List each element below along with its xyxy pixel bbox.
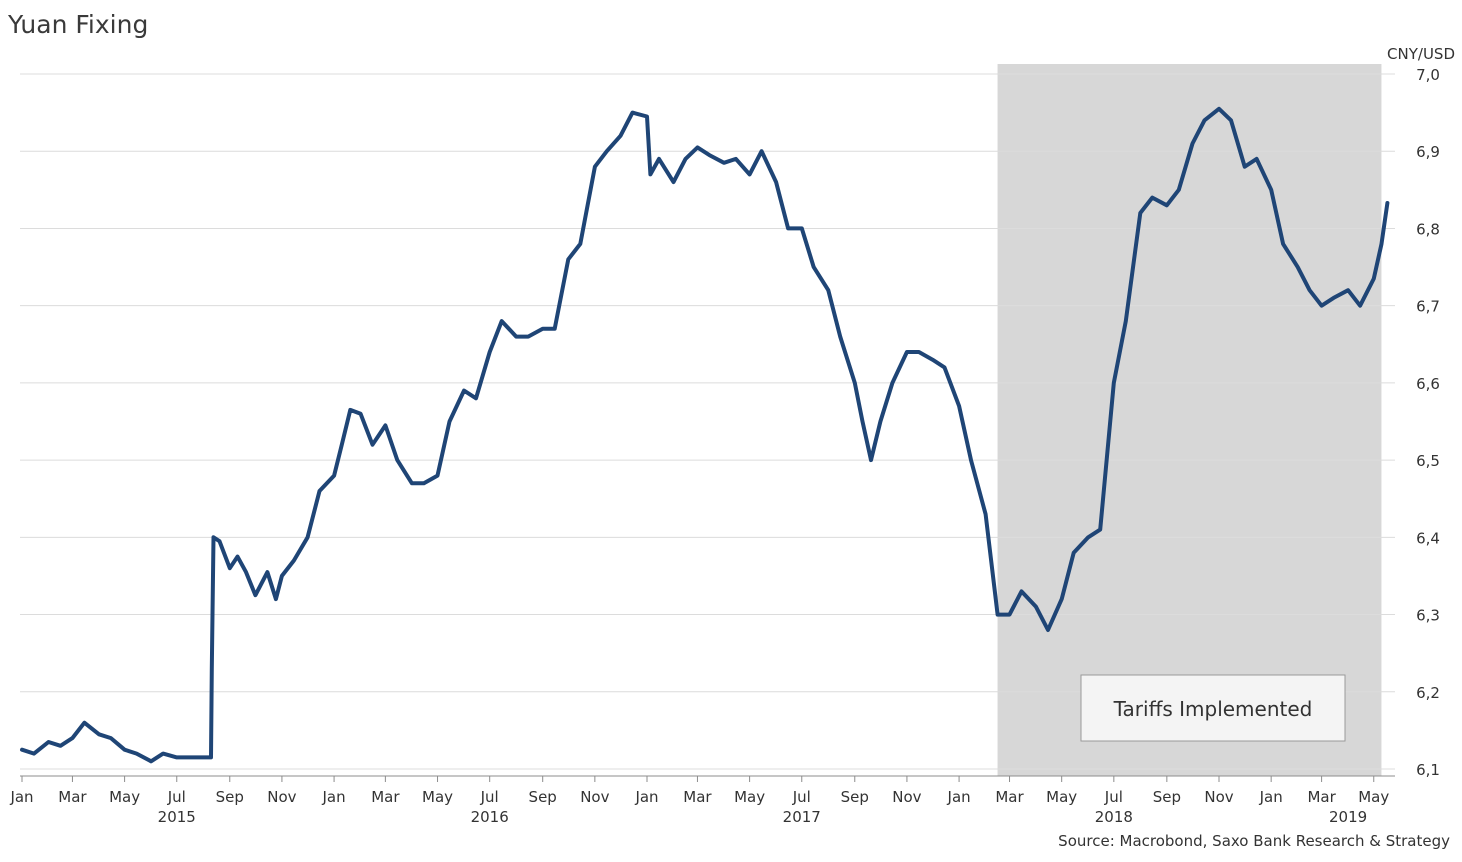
y-tick-label: 6,6 [1416, 375, 1440, 393]
gridlines [20, 73, 1395, 770]
y-tick-label: 6,4 [1416, 529, 1440, 547]
x-tick-label: Jan [1259, 788, 1283, 806]
y-tick-label: 6,3 [1416, 607, 1440, 625]
x-tick-label: Jul [1104, 788, 1123, 806]
x-tick-label: Jan [322, 788, 346, 806]
chart-title: Yuan Fixing [8, 10, 149, 39]
x-axis-ticks: Jan Mar May Jul Sep Nov Jan Mar May Jul Sep Nov Jan M… [9, 776, 1389, 826]
x-year-label: 2016 [471, 808, 509, 826]
y-tick-label: 6,1 [1416, 761, 1440, 779]
x-tick-label: May [109, 788, 140, 806]
x-tick-label: Nov [267, 788, 296, 806]
y-tick-label: 6,9 [1416, 143, 1440, 161]
y-axis-unit-label: CNY/USD [1387, 45, 1455, 63]
x-tick-label: Mar [1307, 788, 1336, 806]
x-tick-label: Sep [1153, 788, 1181, 806]
x-tick-label: May [1046, 788, 1077, 806]
x-tick-label: May [734, 788, 765, 806]
y-tick-label: 6,2 [1416, 684, 1440, 702]
x-year-label: 2019 [1329, 808, 1367, 826]
x-tick-label: Mar [683, 788, 712, 806]
x-tick-label: Sep [841, 788, 869, 806]
x-tick-label: Mar [58, 788, 87, 806]
y-tick-label: 7,0 [1416, 66, 1440, 84]
x-tick-label: May [422, 788, 453, 806]
series-line-cny-usd [20, 106, 1390, 764]
y-tick-label: 6,7 [1416, 298, 1440, 316]
x-tick-label: Jan [634, 788, 658, 806]
x-year-label: 2018 [1095, 808, 1133, 826]
x-tick-label: Jan [947, 788, 971, 806]
annotation-label: Tariffs Implemented [1113, 697, 1313, 721]
x-year-label: 2017 [783, 808, 821, 826]
source-note: Source: Macrobond, Saxo Bank Research & … [1058, 832, 1450, 850]
x-tick-label: Nov [580, 788, 609, 806]
shaded-region-tariffs [997, 64, 1382, 776]
shaded-region-layer [997, 64, 1382, 776]
x-tick-label: Jul [792, 788, 811, 806]
annotation-box-frame [1080, 674, 1346, 742]
y-tick-label: 6,5 [1416, 452, 1440, 470]
x-tick-label: Jul [480, 788, 499, 806]
x-tick-label: May [1358, 788, 1389, 806]
x-tick-label: Mar [371, 788, 400, 806]
y-tick-label: 6,8 [1416, 220, 1440, 238]
y-axis-ticks: 6,1 6,2 6,3 6,4 6,5 6,6 6,7 6,8 6,9 7,0 [1416, 66, 1440, 779]
x-tick-label: Jul [167, 788, 186, 806]
annotation-box: Tariffs Implemented [1080, 674, 1346, 742]
x-tick-label: Sep [216, 788, 244, 806]
x-tick-label: Mar [995, 788, 1024, 806]
x-tick-label: Nov [892, 788, 921, 806]
x-tick-label: Jan [9, 788, 33, 806]
x-tick-label: Sep [529, 788, 557, 806]
x-year-label: 2015 [158, 808, 196, 826]
x-tick-label: Nov [1204, 788, 1233, 806]
